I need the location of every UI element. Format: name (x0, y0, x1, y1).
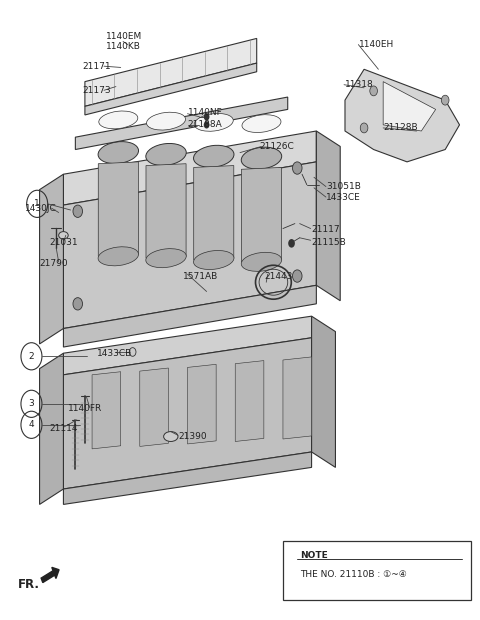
Circle shape (370, 86, 377, 96)
Ellipse shape (193, 250, 234, 270)
Text: 1430JC: 1430JC (25, 203, 57, 213)
Text: FR.: FR. (18, 578, 40, 591)
Polygon shape (39, 174, 63, 344)
Polygon shape (345, 69, 459, 162)
Ellipse shape (242, 115, 281, 133)
Text: 21173: 21173 (83, 86, 111, 95)
FancyBboxPatch shape (283, 541, 471, 600)
Text: 4: 4 (29, 420, 34, 429)
Text: 21114: 21114 (49, 424, 78, 433)
Text: 21390: 21390 (178, 432, 206, 441)
Text: 21031: 21031 (49, 237, 78, 247)
Polygon shape (39, 353, 63, 505)
Polygon shape (63, 316, 312, 375)
Text: 1433CB: 1433CB (97, 348, 132, 358)
Ellipse shape (99, 111, 138, 129)
Circle shape (442, 95, 449, 105)
Circle shape (129, 348, 136, 356)
Circle shape (292, 162, 302, 174)
Circle shape (292, 270, 302, 282)
Text: 21115B: 21115B (312, 237, 347, 247)
Text: 21128B: 21128B (383, 123, 418, 133)
Ellipse shape (146, 249, 186, 268)
Circle shape (204, 121, 209, 128)
Text: 21126C: 21126C (259, 142, 294, 151)
Ellipse shape (146, 112, 186, 130)
Circle shape (204, 113, 209, 120)
Polygon shape (194, 166, 234, 260)
Ellipse shape (241, 147, 282, 169)
Text: 11318: 11318 (345, 80, 374, 89)
Text: 1140FR: 1140FR (68, 404, 102, 414)
Polygon shape (63, 131, 316, 205)
Text: 3: 3 (29, 399, 35, 409)
Polygon shape (63, 452, 312, 505)
Ellipse shape (193, 145, 234, 167)
Polygon shape (241, 167, 281, 262)
Ellipse shape (98, 141, 139, 164)
Text: 1140EM
1140KB: 1140EM 1140KB (107, 32, 143, 51)
Polygon shape (63, 285, 316, 347)
Polygon shape (235, 361, 264, 441)
Ellipse shape (59, 232, 68, 239)
Text: 31051B: 31051B (326, 182, 361, 191)
Ellipse shape (241, 252, 282, 272)
Polygon shape (63, 338, 312, 489)
Ellipse shape (98, 247, 139, 266)
Polygon shape (283, 357, 312, 439)
Polygon shape (85, 38, 257, 106)
Text: 21188A: 21188A (188, 120, 222, 130)
Polygon shape (98, 162, 138, 256)
Text: 2: 2 (29, 352, 34, 361)
FancyArrow shape (41, 567, 59, 583)
Text: 1: 1 (34, 200, 40, 208)
Text: 1140NF: 1140NF (188, 108, 222, 117)
Text: 1433CE: 1433CE (326, 193, 360, 202)
Circle shape (288, 239, 295, 247)
Polygon shape (188, 365, 216, 444)
Polygon shape (383, 82, 436, 131)
Ellipse shape (164, 432, 178, 441)
Polygon shape (75, 97, 288, 149)
Polygon shape (140, 368, 168, 446)
Text: 1140EH: 1140EH (360, 40, 395, 49)
Ellipse shape (146, 143, 186, 166)
Circle shape (73, 298, 83, 310)
Polygon shape (312, 316, 336, 467)
Text: NOTE: NOTE (300, 551, 327, 560)
Circle shape (360, 123, 368, 133)
Circle shape (73, 205, 83, 218)
Ellipse shape (194, 113, 233, 131)
Text: THE NO. 21110B : ①~④: THE NO. 21110B : ①~④ (300, 570, 407, 578)
Polygon shape (85, 63, 257, 115)
Polygon shape (316, 131, 340, 301)
Polygon shape (146, 164, 186, 258)
Text: 21790: 21790 (39, 259, 68, 268)
Text: 21443: 21443 (264, 272, 292, 281)
Polygon shape (92, 372, 120, 449)
Text: 1571AB: 1571AB (183, 272, 218, 281)
Text: 21117: 21117 (312, 225, 340, 234)
Text: 21171: 21171 (83, 62, 111, 71)
Polygon shape (63, 162, 316, 329)
